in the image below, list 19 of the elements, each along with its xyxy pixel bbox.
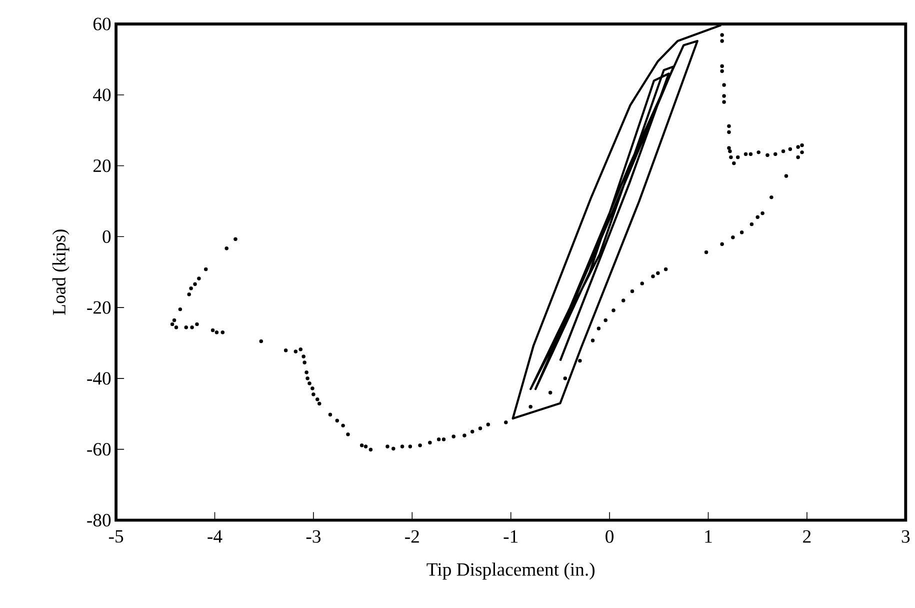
x-tick-label: 2 — [803, 530, 811, 542]
x-tick-label: 1 — [705, 530, 712, 542]
y-tick-label: -40 — [87, 372, 111, 385]
x-tick-label: -3 — [306, 530, 321, 543]
x-tick-label: -1 — [504, 530, 518, 542]
x-tick-label: -2 — [405, 530, 419, 542]
y-tick-label: -20 — [87, 301, 111, 314]
y-tick-label: 0 — [102, 230, 111, 243]
x-tick-label: -4 — [208, 530, 222, 542]
y-tick-label: 40 — [93, 88, 111, 102]
y-tick-label: 60 — [93, 18, 111, 30]
x-axis-title: Tip Displacement (in.) — [426, 562, 594, 580]
x-tick-label: -5 — [108, 530, 124, 543]
y-tick-label: 20 — [93, 159, 111, 172]
y-tick-label: -60 — [87, 442, 111, 456]
x-tick-label: 3 — [902, 530, 910, 543]
x-tick-label: 0 — [606, 530, 614, 543]
y-tick-label: -80 — [87, 514, 111, 526]
y-axis-title: Load (kips) — [52, 230, 70, 315]
